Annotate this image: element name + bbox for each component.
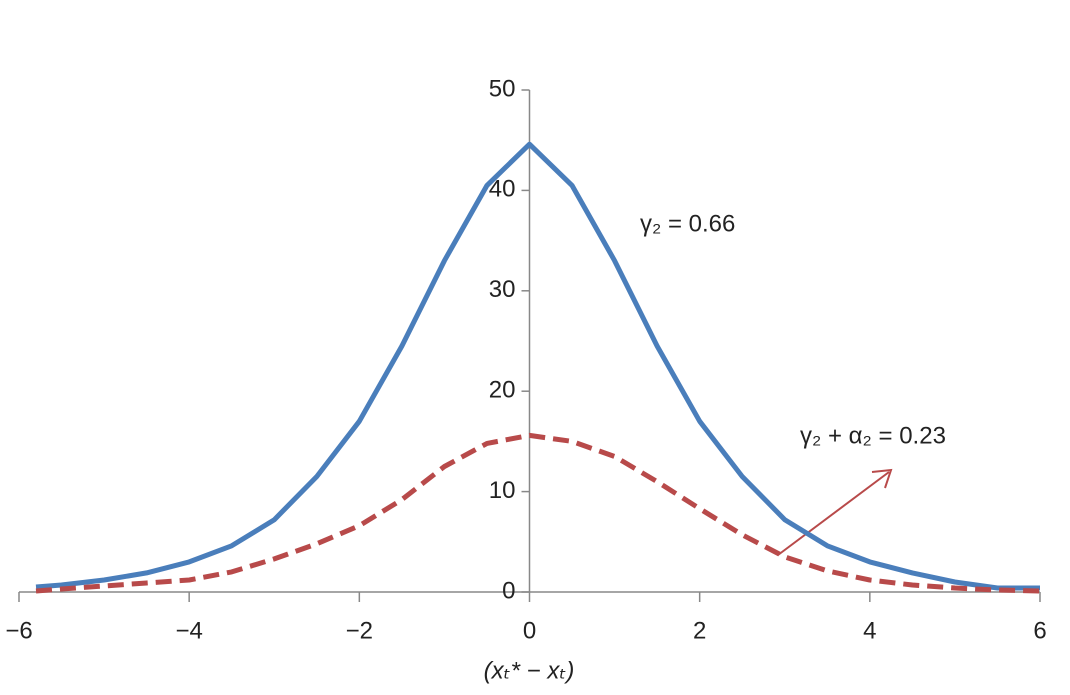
annotation: γ₂ = 0.66 bbox=[640, 210, 735, 237]
x-tick-label: 6 bbox=[1033, 617, 1046, 644]
x-tick-label: −4 bbox=[175, 617, 202, 644]
y-tick-label: 20 bbox=[489, 377, 516, 404]
x-tick-label: 0 bbox=[523, 617, 536, 644]
y-tick-label: 0 bbox=[502, 577, 515, 604]
y-tick-label: 10 bbox=[489, 477, 516, 504]
x-tick-label: −6 bbox=[5, 617, 32, 644]
x-tick-label: 2 bbox=[693, 617, 706, 644]
y-tick-label: 50 bbox=[489, 75, 516, 102]
series-line bbox=[35, 141, 1040, 591]
y-tick-label: 30 bbox=[489, 276, 516, 303]
x-tick-label: −2 bbox=[346, 617, 373, 644]
annotation-arrow bbox=[777, 471, 890, 556]
series-line bbox=[35, 432, 1041, 594]
arrow-head bbox=[871, 468, 893, 489]
annotation: γ₂ + α₂ = 0.23 bbox=[800, 422, 946, 449]
x-tick-label: 4 bbox=[863, 617, 876, 644]
x-axis-label: (xₜ* − xₜ) bbox=[484, 657, 575, 684]
